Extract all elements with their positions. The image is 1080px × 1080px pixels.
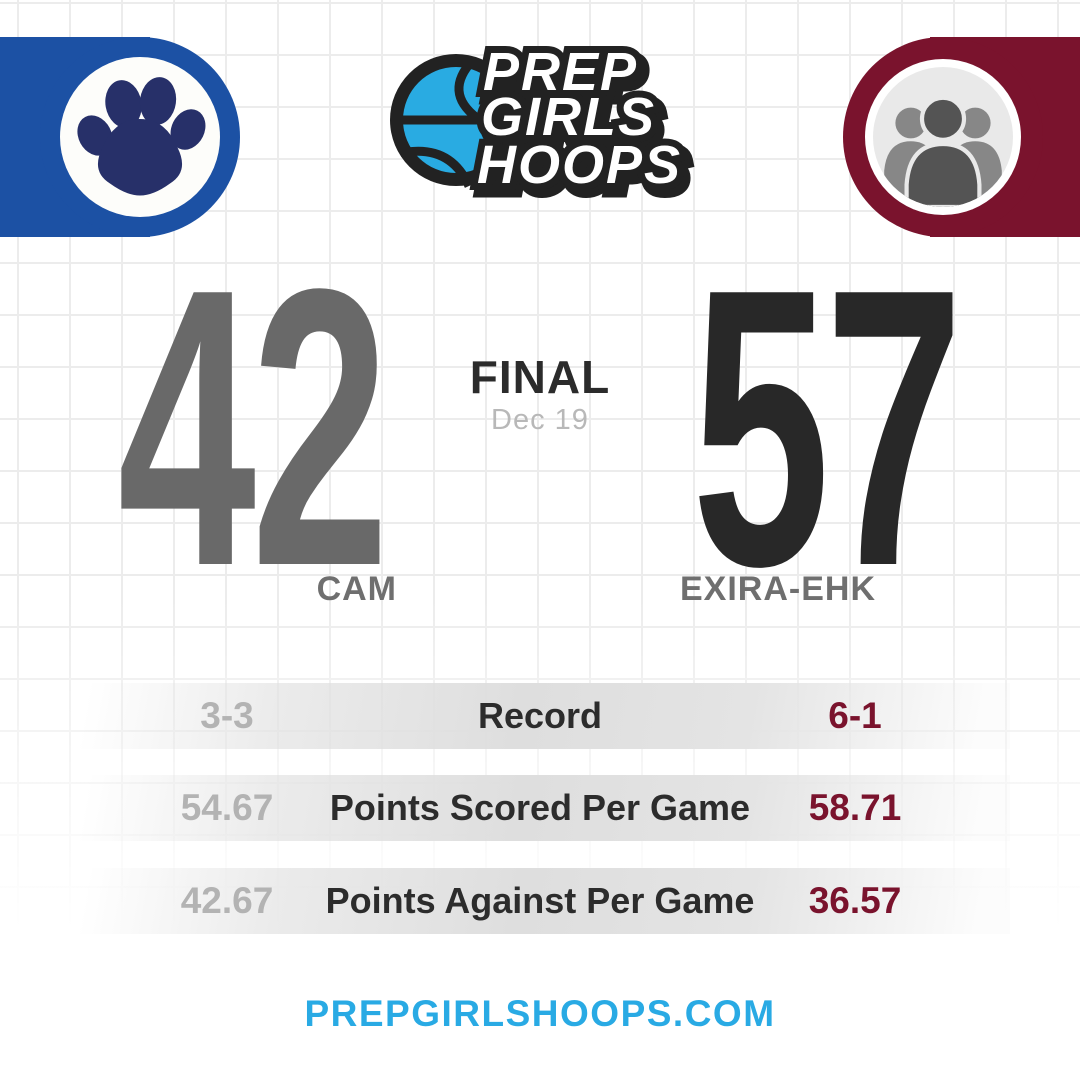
- stat-label: Points Scored Per Game: [329, 787, 751, 828]
- logo-text-line1: PREP: [483, 42, 638, 102]
- away-team-banner: [0, 37, 250, 237]
- stat-label: Points Against Per Game: [325, 880, 755, 921]
- home-points-scored: 58.71: [808, 787, 902, 828]
- stat-row-points-scored: 54.67 Points Scored Per Game 58.71: [70, 775, 1010, 841]
- game-status: FINAL: [469, 351, 611, 403]
- website-url: PREPGIRLSHOOPS.COM: [304, 993, 776, 1034]
- home-team-logo: [873, 67, 1013, 207]
- logo-shadow-line2: GIRLS: [486, 93, 661, 153]
- stat-row-points-against: 42.67 Points Against Per Game 36.57: [70, 868, 1010, 934]
- home-team-banner: [830, 37, 1080, 237]
- home-team-name: EXIRA-EHK: [680, 570, 877, 608]
- away-points-against: 42.67: [180, 880, 274, 921]
- logo-shadow-line3: HOOPS: [482, 141, 687, 201]
- away-score: 42: [117, 206, 390, 648]
- away-team-name: CAM: [316, 570, 397, 608]
- paw-icon: [77, 77, 206, 196]
- stat-row-record: 3-3 Record 6-1: [70, 683, 1010, 749]
- away-team-logo: [60, 57, 220, 217]
- home-score: 57: [691, 206, 964, 648]
- home-points-against: 36.57: [808, 880, 902, 921]
- home-record: 6-1: [828, 695, 882, 736]
- basketball-icon: [390, 54, 522, 188]
- game-date: Dec 19: [491, 404, 589, 436]
- away-record: 3-3: [200, 695, 254, 736]
- team-avatar-icon: [884, 95, 1002, 207]
- stat-label: Record: [477, 695, 603, 736]
- away-points-scored: 54.67: [180, 787, 274, 828]
- logo-shadow-line1: PREP: [488, 48, 643, 108]
- logo-text-line2: GIRLS: [481, 87, 656, 147]
- logo-text-line3: HOOPS: [477, 135, 682, 195]
- prep-girls-hoops-logo: PREP GIRLS HOOPS PREP GIRLS HOOPS: [390, 35, 694, 208]
